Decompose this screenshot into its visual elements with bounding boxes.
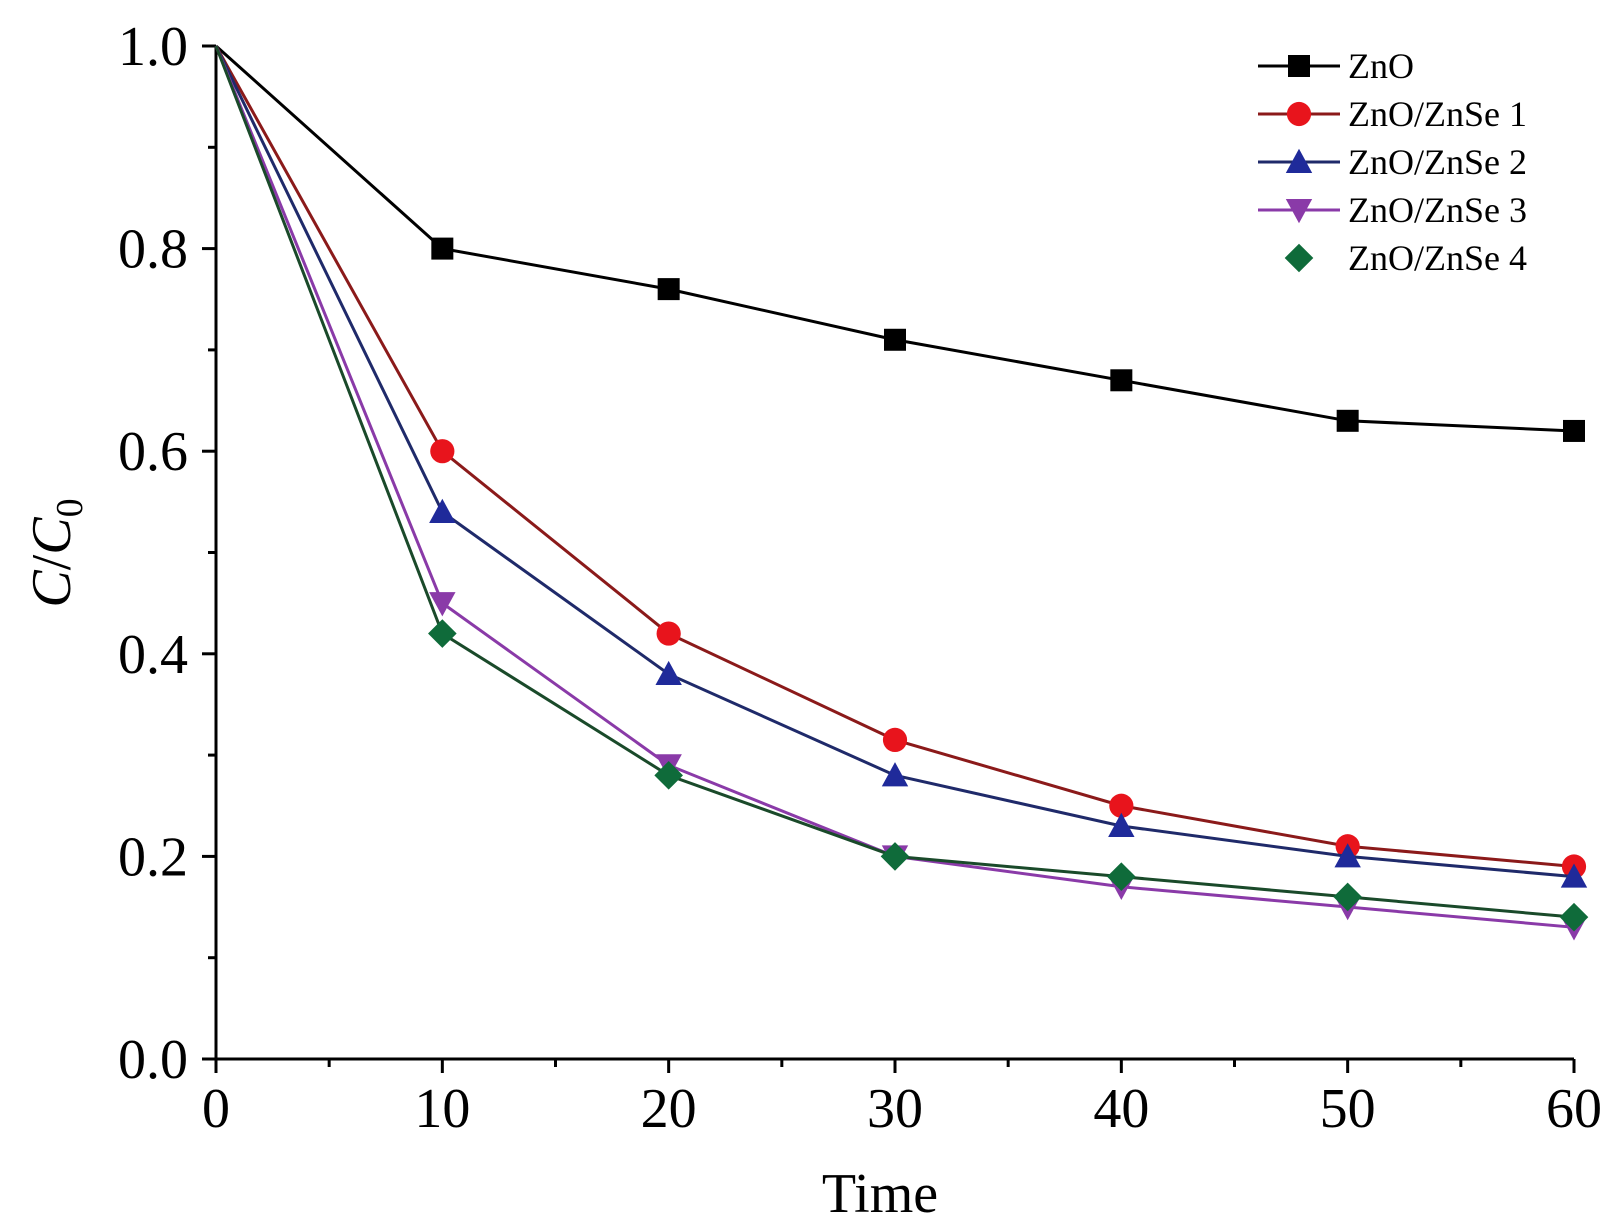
data-point [1109,793,1134,818]
legend-label: ZnO/ZnSe 4 [1348,238,1527,278]
data-point [882,727,908,753]
y-tick-label: 0.4 [118,624,188,686]
data-point [880,842,910,871]
data-point [881,762,909,787]
legend-item: ZnO/ZnSe 1 [1258,94,1527,134]
y-tick-label: 0.8 [118,219,188,281]
data-point [1336,409,1359,432]
x-tick-label: 40 [1093,1078,1149,1140]
y-tick-label: 0.0 [118,1029,188,1091]
data-point [1333,882,1362,912]
y-axis-title-sep: / [21,554,83,570]
y-axis-title: C/C0 [21,498,91,607]
legend-label: ZnO [1348,46,1414,86]
legend-item: ZnO/ZnSe 4 [1284,238,1527,278]
legend-marker [1285,148,1313,173]
legend-marker [1285,199,1313,224]
x-axis-title: Time [822,1163,938,1225]
x-tick-label: 50 [1320,1078,1376,1140]
data-point [655,660,682,686]
data-point [1559,902,1589,932]
x-tick-label: 0 [202,1078,230,1140]
data-point [1110,369,1133,392]
data-point [1108,812,1135,838]
data-point [1563,419,1585,442]
legend-item: ZnO [1258,46,1414,86]
data-point [428,619,457,648]
series-layer [214,44,1589,941]
legend-marker [1286,101,1312,127]
ticks: 0.0 0.2 0.4 0.6 0.8 1.0 0 10 20 30 40 50 60 [118,16,1602,1140]
y-axis-title-sub: 0 [49,498,91,517]
data-point [1560,863,1588,888]
data-point [884,328,906,351]
x-tick-label: 30 [867,1078,923,1140]
y-tick-label: 1.0 [118,16,188,78]
data-point [429,498,456,523]
data-point [656,621,681,646]
data-point [657,278,680,301]
x-tick-label: 60 [1546,1078,1602,1140]
y-axis-title-den: C [21,517,83,555]
series-3 [214,45,1588,888]
series-5 [214,45,1589,932]
series-1 [214,44,1585,442]
data-point [1334,843,1361,868]
legend-item: ZnO/ZnSe 2 [1258,142,1527,182]
y-axis-title-main: C [21,570,83,608]
legend-label: ZnO/ZnSe 3 [1348,190,1527,230]
data-point [431,237,454,260]
legend-label: ZnO/ZnSe 2 [1348,142,1527,182]
legend: ZnO ZnO/ZnSe 1 ZnO/ZnSe 2 ZnO/ZnSe 3 ZnO/ZnS… [1258,46,1527,278]
data-point [430,439,455,464]
data-point [654,761,683,790]
legend-label: ZnO/ZnSe 1 [1348,94,1527,134]
data-point [1107,862,1136,891]
legend-item: ZnO/ZnSe 3 [1258,190,1527,230]
y-tick-label: 0.2 [118,826,188,888]
y-tick-label: 0.6 [118,421,188,483]
data-point [429,592,456,617]
legend-marker [1284,243,1314,273]
x-tick-label: 10 [414,1078,470,1140]
x-tick-label: 20 [641,1078,697,1140]
legend-marker [1288,55,1310,77]
